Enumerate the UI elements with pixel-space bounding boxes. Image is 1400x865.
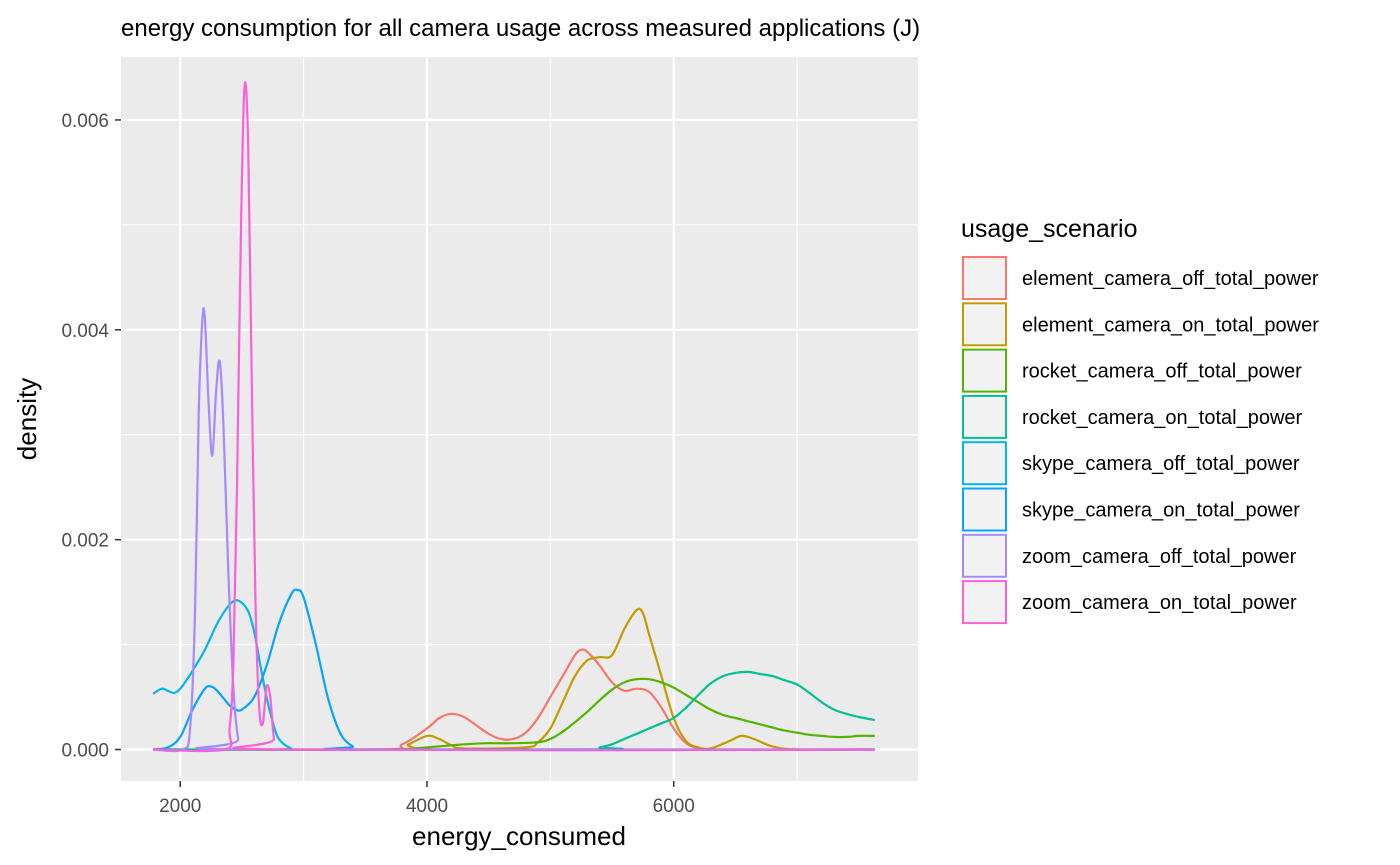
- density-lines: [152, 81, 876, 753]
- legend-key-rocket_camera_off_total_power: [962, 348, 1007, 393]
- density-line-rocket_camera_on_total_power: [153, 670, 876, 751]
- legend-key-zoom_camera_on_total_power: [962, 580, 1007, 625]
- x-tick-label: 2000: [159, 796, 201, 817]
- legend-key-zoom_camera_off_total_power: [962, 533, 1007, 578]
- y-tick-label: 0.000: [61, 741, 109, 762]
- density-line-rocket_camera_off_total_power: [153, 677, 875, 751]
- chart-title: energy consumption for all camera usage …: [121, 15, 920, 42]
- density-line-zoom_camera_off_total_power: [153, 307, 875, 753]
- legend-label-skype_camera_off_total_power: skype_camera_off_total_power: [1022, 453, 1300, 475]
- x-axis: 2000 4000 6000: [159, 781, 695, 817]
- y-tick-label: 0.002: [61, 531, 109, 552]
- y-tick-label: 0.004: [61, 321, 109, 342]
- y-axis-title: density: [12, 378, 42, 460]
- density-line-skype_camera_on_total_power: [152, 588, 875, 751]
- legend-key-skype_camera_on_total_power: [962, 487, 1007, 532]
- y-tick-label: 0.006: [61, 111, 109, 132]
- legend-label-element_camera_off_total_power: element_camera_off_total_power: [1022, 268, 1319, 290]
- density-line-element_camera_on_total_power: [153, 607, 875, 751]
- legend-label-zoom_camera_off_total_power: zoom_camera_off_total_power: [1022, 546, 1297, 568]
- legend-label-skype_camera_on_total_power: skype_camera_on_total_power: [1022, 500, 1300, 522]
- legend-key-skype_camera_off_total_power: [962, 441, 1007, 486]
- density-line-zoom_camera_on_total_power: [153, 81, 875, 753]
- x-tick-label: 6000: [653, 796, 695, 817]
- x-tick-label: 4000: [406, 796, 448, 817]
- legend-label-zoom_camera_on_total_power: zoom_camera_on_total_power: [1022, 592, 1297, 614]
- legend-label-element_camera_on_total_power: element_camera_on_total_power: [1022, 314, 1319, 336]
- legend-key-element_camera_on_total_power: [962, 302, 1007, 347]
- plot-panel: [121, 57, 918, 781]
- legend-title: usage_scenario: [961, 215, 1138, 243]
- legend: usage_scenario element_camera_off_total_…: [961, 215, 1319, 625]
- legend-key-rocket_camera_on_total_power: [962, 394, 1007, 439]
- legend-key-element_camera_off_total_power: [962, 256, 1007, 300]
- x-axis-title: energy_consumed: [412, 821, 626, 851]
- legend-label-rocket_camera_off_total_power: rocket_camera_off_total_power: [1022, 361, 1302, 383]
- y-axis: 0.000 0.002 0.004 0.006: [61, 111, 121, 762]
- legend-label-rocket_camera_on_total_power: rocket_camera_on_total_power: [1022, 407, 1303, 429]
- minor-gridlines: [121, 57, 918, 781]
